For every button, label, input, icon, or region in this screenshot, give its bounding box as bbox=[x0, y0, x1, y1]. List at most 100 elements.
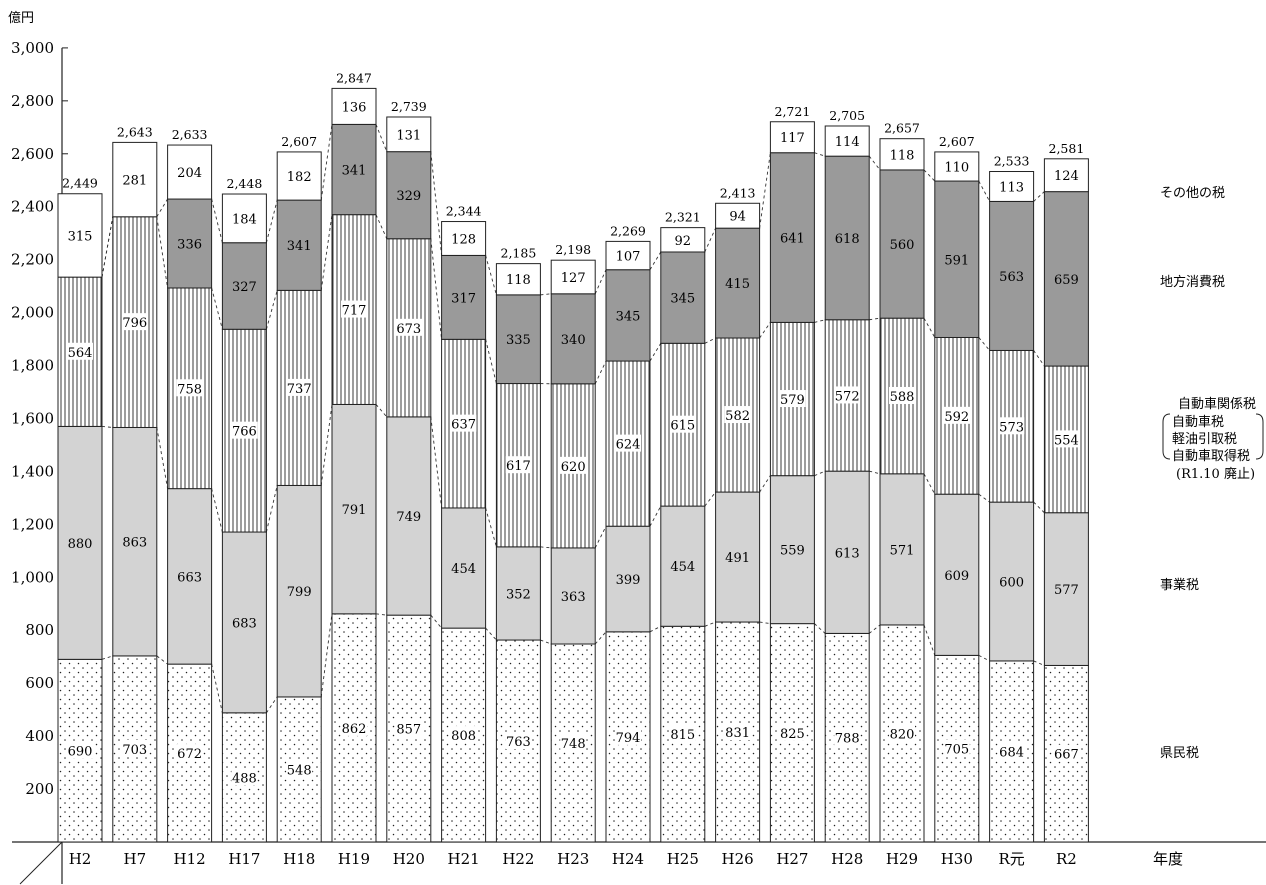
bar-segment bbox=[824, 125, 870, 157]
connector-line bbox=[868, 155, 881, 171]
segment-value-label: 788 bbox=[835, 732, 860, 747]
segment-value-label: 690 bbox=[68, 745, 93, 760]
bar-segment bbox=[989, 171, 1035, 202]
segment-value-label: 184 bbox=[232, 212, 257, 227]
bar-segment bbox=[386, 116, 432, 153]
y-tick-label: 3,000 bbox=[11, 39, 54, 57]
label-backdrop bbox=[889, 724, 915, 742]
legend-business: 事業税 bbox=[1160, 577, 1199, 593]
segment-value-label: 204 bbox=[177, 166, 202, 181]
segment-value-label: 563 bbox=[999, 270, 1024, 285]
label-backdrop bbox=[395, 318, 422, 336]
connector-line bbox=[375, 404, 388, 418]
segment-value-label: 600 bbox=[999, 576, 1024, 591]
y-tick-label: 2,000 bbox=[11, 304, 54, 322]
segment-value-label: 880 bbox=[68, 537, 93, 552]
segment-value-label: 548 bbox=[287, 763, 312, 778]
segment-value-label: 127 bbox=[561, 271, 586, 286]
segment-value-label: 749 bbox=[396, 510, 421, 525]
segment-value-label: 825 bbox=[780, 727, 805, 742]
segment-value-label: 794 bbox=[616, 731, 641, 746]
segment-value-label: 615 bbox=[670, 419, 695, 434]
connector-line bbox=[375, 124, 388, 152]
connector-line bbox=[649, 251, 662, 270]
segment-value-label: 399 bbox=[616, 573, 641, 588]
segment-value-label: 317 bbox=[451, 291, 476, 306]
label-backdrop bbox=[505, 732, 532, 750]
x-tick-label: H26 bbox=[722, 850, 754, 868]
segment-value-label: 107 bbox=[616, 250, 641, 265]
segment-value-label: 667 bbox=[1054, 748, 1079, 763]
connector-line bbox=[485, 255, 497, 295]
y-tick-label: 1,800 bbox=[11, 357, 54, 375]
label-backdrop bbox=[724, 406, 751, 424]
connector-line bbox=[156, 655, 168, 665]
connector-line bbox=[704, 491, 716, 507]
connector-line bbox=[594, 631, 607, 645]
connector-line bbox=[265, 290, 278, 330]
bar-segment bbox=[934, 493, 980, 656]
segment-value-label: 131 bbox=[396, 128, 421, 143]
x-tick-label: H30 bbox=[941, 850, 973, 868]
segment-value-label: 488 bbox=[232, 771, 257, 786]
segment-value-label: 684 bbox=[999, 745, 1024, 760]
y-tick-label: 400 bbox=[25, 727, 54, 745]
label-backdrop bbox=[724, 723, 751, 741]
segment-value-label: 613 bbox=[835, 546, 860, 561]
connector-line bbox=[704, 337, 716, 344]
segment-value-label: 791 bbox=[342, 503, 367, 518]
label-backdrop bbox=[341, 718, 367, 736]
label-backdrop bbox=[560, 734, 587, 752]
label-backdrop bbox=[615, 727, 641, 745]
bar-segment bbox=[57, 425, 103, 660]
segment-value-label: 118 bbox=[506, 273, 531, 288]
bar-segment bbox=[660, 251, 706, 344]
label-backdrop bbox=[834, 728, 861, 746]
bar-segment bbox=[1043, 191, 1089, 367]
segment-value-label: 564 bbox=[68, 346, 93, 361]
bar-total-label: 2,739 bbox=[391, 99, 427, 114]
segment-value-label: 717 bbox=[342, 304, 367, 319]
segment-value-label: 341 bbox=[342, 164, 367, 179]
bar-segment bbox=[715, 491, 761, 623]
label-backdrop bbox=[779, 390, 806, 408]
legend-auto-item: 軽油引取税 bbox=[1172, 432, 1237, 447]
bar-total-label: 2,533 bbox=[994, 154, 1030, 169]
connector-line bbox=[265, 199, 278, 243]
label-backdrop bbox=[395, 719, 422, 737]
connector-lines bbox=[101, 124, 1045, 714]
legend-brace-left bbox=[1162, 413, 1171, 460]
corner-slash bbox=[19, 841, 63, 885]
segment-value-label: 329 bbox=[396, 189, 421, 204]
bar-segment bbox=[879, 138, 925, 171]
bar-segment bbox=[221, 242, 267, 330]
bar-total-label: 2,607 bbox=[939, 134, 975, 149]
bar-segment bbox=[221, 531, 267, 714]
bar-segment bbox=[715, 227, 761, 339]
label-backdrop bbox=[176, 379, 203, 397]
bar-total-label: 2,633 bbox=[172, 127, 208, 142]
segment-value-label: 683 bbox=[232, 616, 257, 631]
connector-line bbox=[649, 625, 662, 633]
bar-segment bbox=[769, 475, 815, 625]
segment-value-label: 345 bbox=[616, 309, 641, 324]
segment-value-label: 820 bbox=[890, 727, 915, 742]
connector-line bbox=[101, 216, 114, 278]
bar-segment bbox=[715, 202, 761, 229]
bar-total-label: 2,413 bbox=[720, 185, 756, 200]
connector-line bbox=[211, 287, 223, 330]
segment-value-label: 737 bbox=[287, 382, 312, 397]
x-tick-label: H28 bbox=[831, 850, 863, 868]
segment-value-label: 560 bbox=[890, 238, 915, 253]
connector-line bbox=[923, 473, 936, 495]
axes: 200 400 600 800 1,000 1,200 1,400 1,600 1,800 2,0… bbox=[11, 39, 1266, 885]
x-tick-label: H27 bbox=[776, 850, 808, 868]
segment-value-label: 136 bbox=[342, 100, 367, 115]
x-axis-label: 年度 bbox=[1153, 850, 1183, 868]
segment-value-label: 571 bbox=[890, 543, 915, 558]
connector-line bbox=[759, 475, 771, 493]
bar-segment bbox=[167, 144, 213, 200]
bar-segment bbox=[495, 263, 541, 296]
bar-segment bbox=[386, 416, 432, 616]
